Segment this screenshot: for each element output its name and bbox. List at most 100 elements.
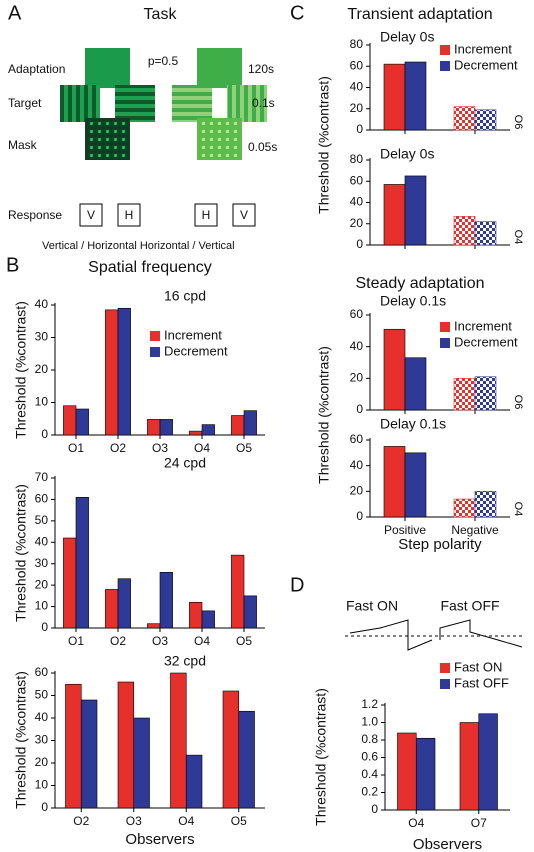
y-axis-label: Threshold (%contrast) — [316, 76, 332, 214]
legend-swatch — [440, 61, 450, 71]
y-tick-label: 0.4 — [361, 767, 378, 781]
bar — [201, 610, 215, 629]
panel-label: D — [290, 574, 304, 596]
chart-title: 32 cpd — [164, 653, 206, 669]
bar — [474, 109, 497, 131]
y-tick-label: 0 — [356, 402, 363, 416]
bar — [133, 717, 150, 809]
bar — [75, 408, 89, 436]
y-tick-label: 20 — [350, 371, 364, 385]
task-title: Task — [144, 6, 178, 23]
y-tick-label: 40 — [35, 297, 49, 311]
chart-title: Delay 0.1s — [380, 416, 446, 432]
section-title: Steady adaptation — [356, 275, 485, 292]
y-tick-label: 0 — [41, 800, 48, 814]
x-tick-label: O5 — [236, 634, 252, 648]
y-tick-label: 60 — [350, 432, 364, 446]
section-title: Transient adaptation — [347, 6, 492, 23]
y-tick-label: 40 — [350, 80, 364, 94]
y-tick-label: 20 — [35, 362, 49, 376]
bar — [201, 424, 215, 436]
observer-tag: O6 — [512, 395, 524, 410]
y-axis-label: Threshold (%contrast) — [13, 671, 29, 809]
y-tick-label: 60 — [350, 307, 364, 321]
bar — [65, 683, 82, 809]
legend-label: Decrement — [454, 334, 518, 349]
bar — [453, 498, 476, 518]
x-tick-label: O2 — [73, 814, 89, 828]
bar — [243, 410, 257, 436]
probability: p=0.5 — [148, 54, 179, 68]
legend-swatch — [440, 338, 450, 348]
panel-label: A — [8, 2, 22, 24]
bar — [185, 754, 203, 809]
x-tick-label: O3 — [126, 814, 142, 828]
y-tick-label: 0.2 — [361, 785, 378, 799]
bar — [63, 537, 77, 629]
x-tick-label: O7 — [471, 816, 487, 830]
bar — [117, 681, 135, 809]
bar — [415, 737, 436, 811]
legend-label: Decrement — [454, 57, 518, 72]
chart-title: 16 cpd — [164, 288, 206, 304]
x-tick-label: Negative — [451, 523, 499, 537]
chart-title: Delay 0.1s — [380, 293, 446, 309]
legend-swatch — [150, 331, 160, 341]
legend-swatch — [440, 663, 450, 673]
y-tick-label: 10 — [35, 599, 49, 613]
bar — [170, 672, 187, 809]
waveform-label: Fast ON — [346, 598, 398, 614]
x-axis-label: Observers — [413, 836, 482, 852]
y-tick-label: 0.8 — [361, 732, 378, 746]
bar — [63, 405, 77, 436]
chart-title: Delay 0s — [380, 146, 434, 162]
bar — [238, 710, 255, 809]
bar — [383, 328, 406, 411]
y-tick-label: 1.0 — [361, 715, 378, 729]
bar — [459, 722, 480, 811]
x-tick-label: O3 — [152, 634, 168, 648]
bar — [453, 106, 476, 131]
y-axis-label: Threshold (%contrast) — [313, 688, 329, 826]
y-tick-label: 50 — [35, 688, 49, 702]
bar — [231, 554, 245, 629]
y-tick-label: 20 — [350, 101, 364, 115]
x-tick-label: O4 — [194, 634, 210, 648]
row-label: Mask — [8, 138, 38, 152]
observer-tag: O4 — [512, 502, 524, 517]
y-tick-label: 40 — [35, 710, 49, 724]
response-key: H — [202, 208, 211, 222]
y-tick-label: 0 — [356, 509, 363, 523]
bar — [453, 378, 476, 411]
y-tick-label: 0 — [371, 802, 378, 816]
legend-swatch — [440, 679, 450, 689]
y-tick-label: 50 — [35, 513, 49, 527]
y-tick-label: 0.6 — [361, 750, 378, 764]
row-label: Adaptation — [8, 62, 65, 76]
bar — [474, 221, 497, 246]
chart-title: 24 cpd — [164, 455, 206, 471]
bar — [383, 446, 406, 518]
waveform-label: Fast OFF — [440, 598, 499, 614]
y-tick-label: 60 — [35, 492, 49, 506]
response-key: H — [125, 208, 134, 222]
bar — [189, 601, 203, 629]
observer-tag: O6 — [512, 115, 524, 130]
task-diagram — [60, 48, 267, 227]
legend-label: Increment — [454, 41, 512, 56]
y-axis-label: Threshold (%contrast) — [13, 301, 29, 439]
bar — [159, 571, 173, 629]
bar — [105, 309, 119, 436]
y-tick-label: 0 — [41, 620, 48, 634]
x-tick-label: O5 — [236, 441, 252, 455]
x-tick-label: O4 — [178, 814, 194, 828]
y-axis-label: Threshold (%contrast) — [13, 484, 29, 622]
bar — [159, 419, 173, 436]
chart-title: Delay 0s — [380, 29, 434, 45]
response-key: V — [87, 208, 95, 222]
bar — [397, 732, 417, 811]
y-tick-label: 10 — [35, 778, 49, 792]
bar — [80, 699, 98, 809]
y-tick-label: 30 — [35, 330, 49, 344]
